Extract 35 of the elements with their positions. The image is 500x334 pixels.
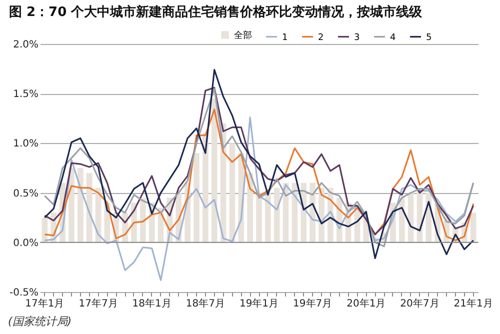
y-tick-label: 2.0%	[13, 40, 38, 50]
x-tick-label: 21年1月	[454, 298, 493, 310]
bar	[265, 192, 271, 242]
legend-label: 5	[426, 32, 432, 43]
y-tick-label: 0.0%	[13, 238, 38, 249]
bar	[78, 168, 84, 242]
legend-label: 3	[354, 32, 360, 43]
bar	[470, 212, 476, 242]
bar	[256, 192, 262, 242]
legend-label: 1	[282, 32, 288, 43]
legend-label: 全部	[234, 30, 252, 41]
y-tick-label: 0.5%	[13, 188, 38, 200]
bar	[194, 153, 200, 242]
bar	[247, 172, 253, 242]
y-tick-label: -0.5%	[9, 288, 38, 298]
chart-title: 图 2：70 个大中城市新建商品住宅销售价格环比变动情况，按城市线级	[8, 4, 424, 20]
legend-label: 4	[390, 32, 396, 43]
x-tick-label: 18年7月	[186, 298, 225, 310]
y-tick-label: 1.5%	[13, 89, 38, 100]
x-tick-label: 18年1月	[132, 298, 172, 310]
x-tick-label: 20年7月	[400, 298, 440, 310]
x-tick-label: 20年1月	[346, 298, 386, 310]
text: (国家统计局)	[7, 314, 73, 329]
line-series	[44, 108, 474, 242]
bar	[140, 198, 146, 242]
x-tick-label: 17年7月	[78, 298, 118, 310]
bar	[229, 143, 236, 242]
line-series	[44, 68, 474, 260]
x-tick-label: 19年7月	[293, 298, 332, 310]
x-tick-label: 17年1月	[25, 298, 64, 310]
bar	[274, 188, 280, 242]
legend-label: 2	[318, 32, 324, 43]
y-tick-label: 1.0%	[13, 138, 38, 150]
x-tick-label: 19年1月	[239, 298, 279, 310]
line-series	[44, 116, 474, 281]
